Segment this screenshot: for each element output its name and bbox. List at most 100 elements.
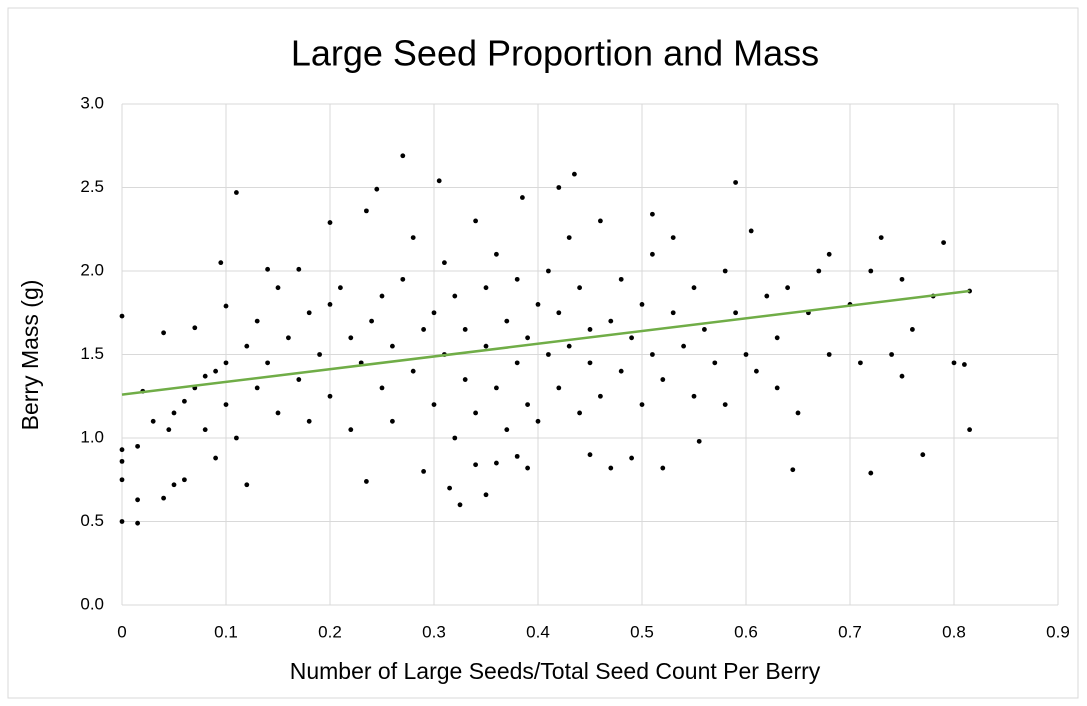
data-point (546, 352, 551, 357)
data-point (639, 402, 645, 407)
data-point (670, 235, 676, 241)
data-point (338, 285, 343, 291)
data-point (473, 218, 478, 224)
data-point (473, 410, 478, 416)
data-point (296, 377, 302, 382)
data-point (608, 465, 614, 471)
data-point (202, 373, 208, 379)
data-point (629, 335, 634, 341)
data-point (296, 266, 302, 272)
data-point (785, 285, 790, 291)
y-tick-label: 2.5 (80, 177, 104, 196)
data-point (795, 410, 801, 416)
data-point (733, 310, 738, 316)
data-point (629, 455, 634, 461)
x-tick-label: 0.1 (214, 622, 238, 641)
data-point (691, 393, 697, 399)
data-point (774, 385, 780, 391)
data-point (327, 393, 333, 399)
data-point (566, 235, 572, 241)
data-point (457, 502, 463, 508)
data-point (348, 427, 354, 433)
data-point (135, 520, 141, 526)
data-point (218, 260, 224, 266)
data-point (639, 302, 645, 307)
data-point (587, 452, 593, 458)
data-point (587, 327, 593, 332)
data-point (748, 228, 754, 234)
data-point (577, 285, 582, 291)
data-point (899, 373, 905, 379)
data-point (436, 178, 442, 184)
data-point (483, 285, 489, 291)
x-tick-label: 0.7 (838, 622, 862, 641)
y-tick-label: 0.0 (80, 594, 104, 613)
data-point (660, 377, 666, 382)
data-point (722, 268, 728, 274)
data-point (514, 453, 520, 459)
data-point (816, 268, 822, 274)
data-point (941, 240, 946, 246)
chart-frame (7, 7, 1079, 699)
data-point (566, 343, 572, 349)
data-point (119, 313, 125, 319)
x-tick-label: 0.5 (630, 622, 654, 641)
data-point (733, 180, 738, 185)
data-point (452, 293, 458, 299)
data-point (670, 310, 676, 316)
data-point (494, 385, 499, 391)
data-point (431, 402, 437, 407)
data-point (234, 190, 239, 195)
data-point (171, 410, 177, 416)
data-point (826, 251, 832, 257)
data-point (161, 495, 167, 501)
data-point (650, 352, 655, 357)
data-point (244, 343, 250, 349)
x-tick-label: 0.6 (734, 622, 758, 641)
y-tick-label: 1.0 (80, 427, 104, 446)
data-point (213, 368, 219, 374)
data-point (400, 153, 406, 159)
data-point (920, 452, 926, 458)
data-point (650, 251, 655, 257)
data-point (223, 402, 229, 407)
data-point (421, 469, 426, 474)
data-point (618, 276, 624, 282)
x-tick-label: 0.8 (942, 622, 966, 641)
data-point (774, 335, 780, 341)
data-point (546, 268, 551, 274)
data-point (364, 208, 369, 214)
data-point (119, 477, 125, 483)
data-point (951, 360, 957, 366)
data-point (254, 385, 260, 391)
data-point (119, 458, 125, 464)
data-point (681, 343, 686, 349)
data-point (483, 343, 489, 349)
y-tick-label: 1.5 (80, 344, 104, 363)
data-point (520, 195, 525, 200)
data-point (135, 443, 141, 449)
data-point (254, 318, 260, 324)
data-point (234, 435, 239, 441)
data-point (317, 352, 322, 357)
data-point (650, 211, 655, 217)
x-tick-label: 0.2 (318, 622, 342, 641)
data-point (135, 497, 141, 503)
data-point (182, 398, 187, 404)
data-point (525, 402, 530, 407)
data-point (691, 285, 697, 291)
data-point (556, 385, 562, 391)
data-point (213, 455, 219, 461)
y-tick-label: 3.0 (80, 93, 104, 112)
data-point (306, 418, 312, 424)
data-point (790, 467, 796, 473)
data-point (379, 293, 385, 299)
data-point (119, 447, 125, 453)
data-point (868, 470, 874, 476)
data-point (494, 460, 499, 466)
data-point (494, 251, 499, 257)
data-point (587, 360, 593, 366)
data-point (150, 418, 156, 424)
data-point (535, 302, 541, 307)
